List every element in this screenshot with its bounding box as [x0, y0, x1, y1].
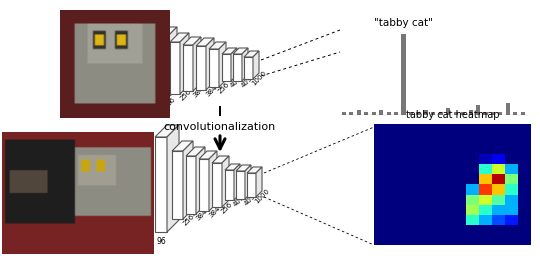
Text: 4096: 4096 — [232, 190, 249, 207]
Bar — [476, 105, 480, 115]
Polygon shape — [199, 151, 217, 159]
Bar — [424, 110, 428, 115]
Polygon shape — [172, 151, 183, 219]
Polygon shape — [225, 170, 234, 200]
Bar — [357, 110, 361, 115]
Polygon shape — [231, 48, 237, 81]
Polygon shape — [155, 27, 177, 37]
Polygon shape — [233, 54, 242, 81]
Polygon shape — [172, 141, 193, 151]
Bar — [402, 34, 406, 115]
Bar — [514, 112, 517, 115]
Bar — [483, 112, 488, 115]
Polygon shape — [183, 37, 201, 45]
Polygon shape — [233, 48, 248, 54]
Polygon shape — [244, 57, 253, 79]
Polygon shape — [206, 38, 214, 90]
Text: 384: 384 — [205, 84, 219, 97]
Bar — [521, 112, 525, 115]
Bar — [431, 112, 435, 115]
Bar — [461, 112, 465, 115]
Polygon shape — [234, 164, 240, 200]
Bar — [372, 112, 376, 115]
Bar — [364, 112, 368, 115]
Text: 384: 384 — [208, 205, 222, 218]
Polygon shape — [196, 46, 206, 90]
Bar — [409, 112, 413, 115]
Polygon shape — [155, 137, 167, 232]
Polygon shape — [180, 33, 189, 94]
Bar — [379, 110, 383, 115]
Text: 96: 96 — [166, 96, 177, 106]
Polygon shape — [167, 27, 177, 99]
Bar — [349, 112, 353, 115]
Bar — [387, 112, 390, 115]
Bar — [446, 108, 450, 115]
Polygon shape — [186, 147, 205, 156]
Text: 384: 384 — [195, 207, 208, 221]
Polygon shape — [193, 37, 201, 91]
Text: 256–: 256– — [182, 210, 198, 226]
Bar — [469, 110, 472, 115]
Polygon shape — [247, 173, 256, 197]
Bar — [342, 112, 346, 115]
Polygon shape — [155, 125, 179, 137]
Polygon shape — [167, 125, 179, 232]
Polygon shape — [212, 163, 222, 207]
Text: 256: 256 — [220, 201, 234, 214]
Text: 4096: 4096 — [229, 71, 246, 88]
Text: 1000: 1000 — [251, 69, 268, 86]
Polygon shape — [222, 48, 237, 54]
Text: 1000: 1000 — [254, 187, 271, 204]
Polygon shape — [242, 48, 248, 81]
Text: 96: 96 — [156, 237, 166, 246]
Text: 256: 256 — [179, 88, 193, 101]
Polygon shape — [155, 37, 167, 99]
Polygon shape — [247, 167, 262, 173]
Text: 4096: 4096 — [243, 189, 260, 206]
Polygon shape — [222, 54, 231, 81]
Text: 256: 256 — [217, 81, 231, 94]
Text: "tabby cat": "tabby cat" — [374, 18, 433, 28]
Bar — [394, 112, 398, 115]
Text: tabby cat heatmap: tabby cat heatmap — [406, 110, 500, 119]
Polygon shape — [170, 33, 189, 42]
Polygon shape — [183, 45, 193, 91]
Polygon shape — [225, 164, 240, 170]
Polygon shape — [186, 156, 196, 214]
Polygon shape — [196, 38, 214, 46]
Polygon shape — [196, 147, 205, 214]
Polygon shape — [219, 42, 226, 87]
Polygon shape — [222, 156, 229, 207]
Polygon shape — [209, 49, 219, 87]
Polygon shape — [209, 151, 217, 211]
Polygon shape — [170, 42, 180, 94]
Text: 4096: 4096 — [240, 71, 257, 88]
Polygon shape — [236, 165, 251, 171]
Text: 384: 384 — [192, 84, 206, 98]
Polygon shape — [183, 141, 193, 219]
Polygon shape — [212, 156, 229, 163]
Polygon shape — [253, 51, 259, 79]
Bar — [454, 112, 458, 115]
Polygon shape — [209, 42, 226, 49]
Polygon shape — [236, 171, 245, 199]
Bar — [506, 103, 510, 115]
Polygon shape — [244, 51, 259, 57]
Bar — [439, 112, 443, 115]
Text: convolutionalization: convolutionalization — [164, 122, 276, 132]
Polygon shape — [256, 167, 262, 197]
Polygon shape — [199, 159, 209, 211]
Bar — [498, 112, 502, 115]
Bar — [491, 112, 495, 115]
Polygon shape — [245, 165, 251, 199]
Bar — [416, 112, 421, 115]
